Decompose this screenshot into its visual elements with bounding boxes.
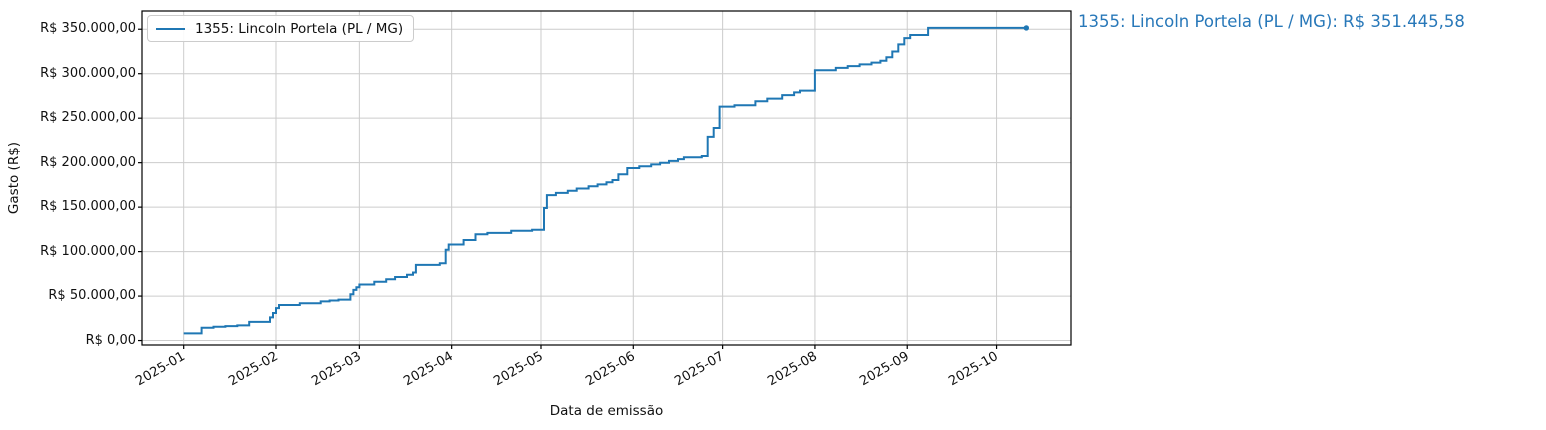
series-total-annotation: 1355: Lincoln Portela (PL / MG): R$ 351.… xyxy=(1078,12,1465,31)
y-tick-label: R$ 250.000,00 xyxy=(40,110,136,126)
y-tick-label: R$ 150.000,00 xyxy=(40,199,136,215)
series-step-line xyxy=(183,26,1027,335)
legend-line-sample-icon xyxy=(156,27,185,30)
y-tick-label: R$ 50.000,00 xyxy=(48,288,136,304)
y-tick-label: R$ 350.000,00 xyxy=(40,21,136,37)
legend: 1355: Lincoln Portela (PL / MG) xyxy=(147,15,415,42)
y-tick-label: R$ 300.000,00 xyxy=(40,65,136,81)
y-tick-label: R$ 100.000,00 xyxy=(40,243,136,259)
x-axis-title: Data de emissão xyxy=(549,403,664,419)
legend-series-label: 1355: Lincoln Portela (PL / MG) xyxy=(195,20,404,37)
y-tick-label: R$ 200.000,00 xyxy=(40,154,136,170)
plot-border xyxy=(141,10,1072,346)
y-tick-label: R$ 0,00 xyxy=(85,332,136,348)
series-end-marker xyxy=(1023,25,1030,31)
